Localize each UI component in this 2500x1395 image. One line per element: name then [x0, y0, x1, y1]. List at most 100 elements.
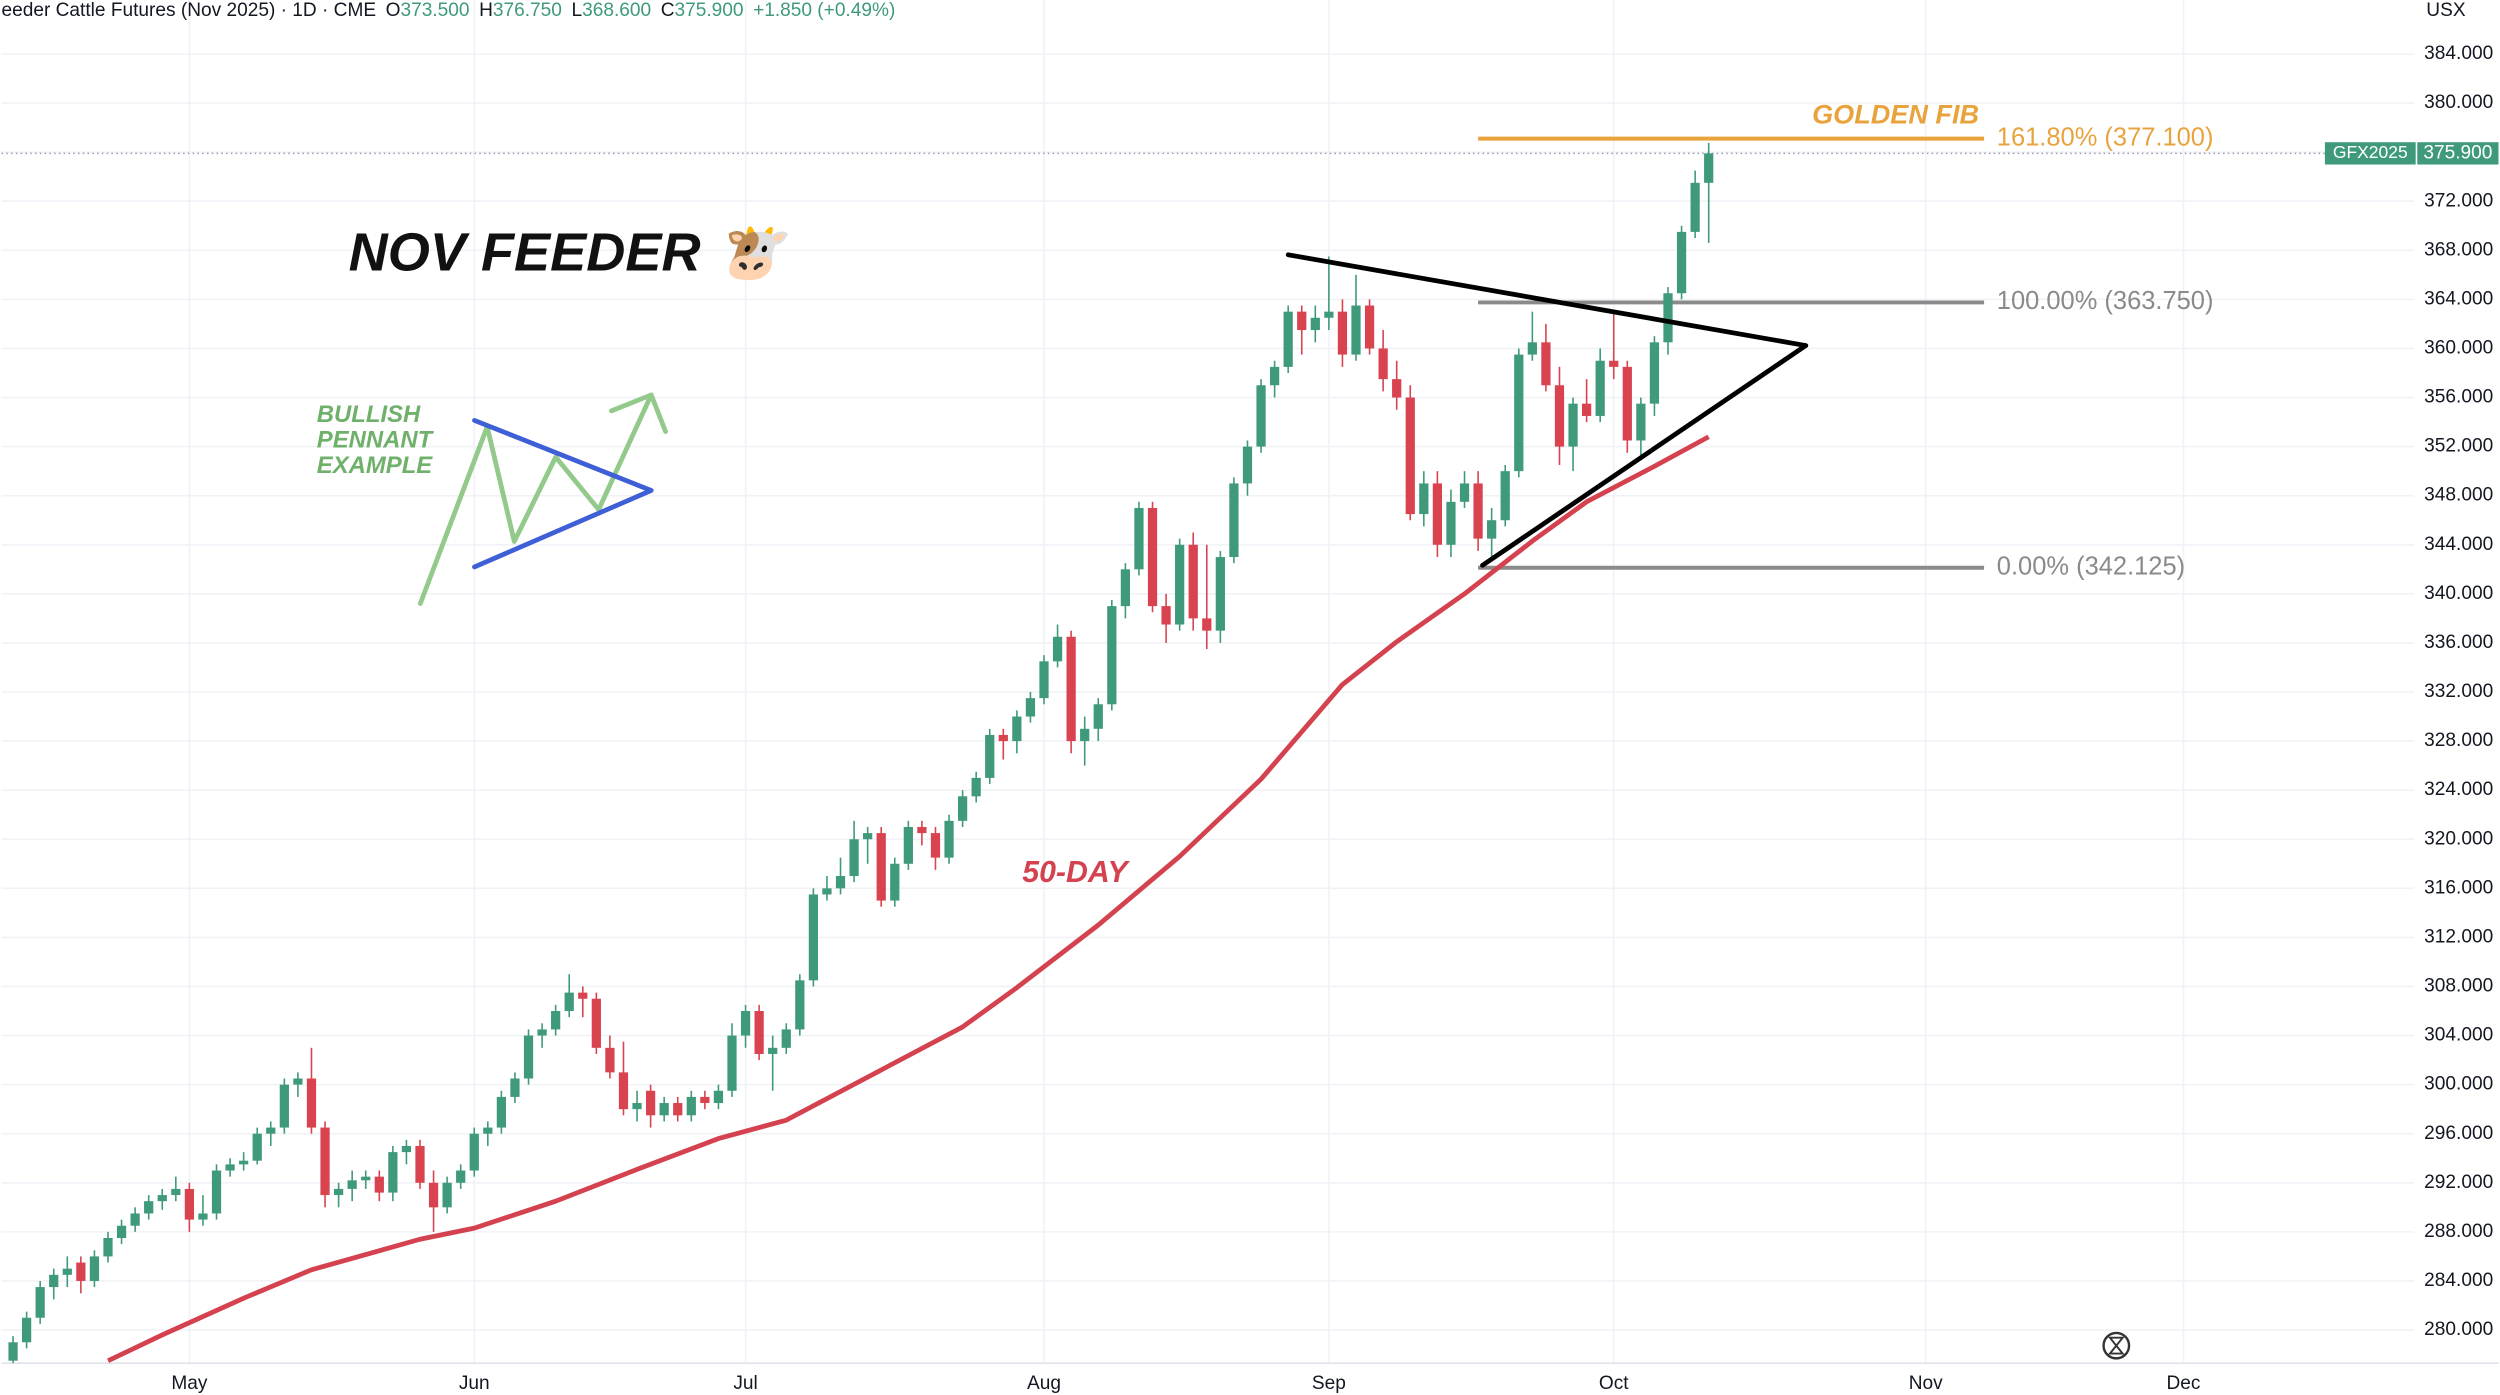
y-tick-label: 292.000 — [2424, 1172, 2493, 1193]
candle-body — [700, 1096, 710, 1104]
pennant-path — [417, 392, 654, 606]
y-tick-label: 368.000 — [2424, 239, 2493, 260]
y-tick-label: 372.000 — [2424, 190, 2493, 211]
y-tick-label: 364.000 — [2424, 288, 2493, 309]
candle-body — [537, 1029, 547, 1036]
candle-body — [1025, 698, 1036, 717]
candle-body — [374, 1176, 384, 1193]
candle-body — [1134, 507, 1144, 570]
candle-body — [1066, 636, 1076, 742]
y-tick-label: 352.000 — [2424, 436, 2493, 457]
candle-body — [822, 888, 832, 895]
y-tick-label: 344.000 — [2424, 534, 2493, 555]
candle-body — [361, 1176, 371, 1181]
candle-body — [795, 980, 805, 1030]
y-tick-label: 296.000 — [2424, 1123, 2493, 1144]
candle-body — [76, 1262, 86, 1281]
candle-body — [727, 1035, 737, 1091]
fib-label: 0.00% (342.125) — [1997, 553, 2185, 581]
candle-body — [1405, 397, 1415, 515]
candle-body — [754, 1011, 764, 1054]
candle-body — [1500, 471, 1510, 521]
pennant-label-line: BULLISH — [317, 401, 421, 428]
candle-body — [401, 1145, 412, 1153]
candle-body — [1636, 403, 1646, 441]
candle-body — [740, 1011, 751, 1036]
candle-body — [863, 833, 873, 840]
candle-body — [62, 1268, 72, 1275]
header-key: L — [571, 0, 582, 21]
candle-body — [1052, 636, 1063, 662]
x-tick-label: Jul — [733, 1373, 757, 1394]
candle-body — [103, 1238, 113, 1257]
y-tick-label: 356.000 — [2424, 387, 2493, 408]
header-key: C — [661, 0, 675, 21]
grid — [1, 0, 2499, 1364]
candle-body — [1378, 348, 1388, 380]
y-tick-label: 316.000 — [2424, 877, 2493, 898]
candle-body — [1419, 483, 1429, 515]
candle-body — [1676, 231, 1687, 294]
triangle-upper — [1285, 252, 1809, 348]
candle-body — [49, 1274, 59, 1288]
candle-body — [1297, 311, 1307, 331]
pennant-label: BULLISH PENNANT EXAMPLE — [317, 401, 435, 479]
replay-icon[interactable] — [2102, 1331, 2131, 1360]
candle-body — [266, 1127, 276, 1134]
y-tick-label: 300.000 — [2424, 1074, 2493, 1095]
candle-body — [320, 1127, 330, 1196]
triangle — [1285, 252, 1809, 568]
candle-body — [564, 992, 574, 1012]
x-tick-label: Aug — [1027, 1373, 1061, 1394]
candle-body — [1487, 520, 1497, 539]
y-tick-label: 328.000 — [2424, 730, 2493, 751]
candle-body — [8, 1342, 18, 1361]
candle-body — [618, 1072, 629, 1110]
fib-title: GOLDEN FIB — [1812, 98, 1979, 129]
candle-body — [1392, 379, 1402, 398]
candle-body — [1459, 483, 1470, 502]
candle-body — [198, 1213, 208, 1220]
candle-body — [1541, 342, 1551, 386]
candle-body — [89, 1256, 100, 1281]
fib-label: 100.00% (363.750) — [1997, 287, 2214, 315]
candle-body — [1012, 716, 1022, 742]
candle-body — [686, 1096, 696, 1116]
y-tick-label: 332.000 — [2424, 681, 2493, 702]
candle-body — [279, 1084, 289, 1128]
candle-body — [1446, 501, 1456, 545]
candle-body — [957, 796, 968, 821]
candle-body — [876, 833, 886, 901]
candle-body — [293, 1078, 303, 1085]
candle-body — [510, 1078, 520, 1097]
candle-body — [1473, 483, 1483, 539]
candle-body — [428, 1182, 439, 1208]
candle-body — [1256, 385, 1266, 447]
y-tick-label: 312.000 — [2424, 926, 2493, 947]
candle-body — [632, 1103, 642, 1110]
candle-body — [551, 1011, 561, 1030]
candle-body — [456, 1170, 466, 1183]
candle-body — [523, 1035, 534, 1079]
moving-average — [107, 434, 1710, 1363]
currency: USX — [2426, 0, 2466, 21]
candle-body — [1690, 182, 1700, 232]
pennant-label-line: PENNANT — [317, 426, 435, 453]
candle-body — [1283, 311, 1293, 367]
candle-body — [1622, 366, 1632, 441]
y-tick-label: 324.000 — [2424, 779, 2493, 800]
candle-body — [1161, 606, 1171, 625]
ma-label: 50-DAY — [1022, 856, 1130, 889]
price-tag-symbol-bg — [2324, 142, 2416, 165]
candle-body — [144, 1201, 154, 1214]
candle-body — [1175, 544, 1185, 625]
candle-body — [35, 1287, 45, 1318]
candle-body — [713, 1090, 724, 1104]
y-tick-label: 348.000 — [2424, 485, 2493, 506]
candle-body — [239, 1160, 249, 1165]
header-value: 375.900 — [674, 0, 743, 21]
x-tick-label: Sep — [1312, 1373, 1346, 1394]
candle-body — [1554, 385, 1565, 447]
candle-body — [578, 992, 588, 999]
